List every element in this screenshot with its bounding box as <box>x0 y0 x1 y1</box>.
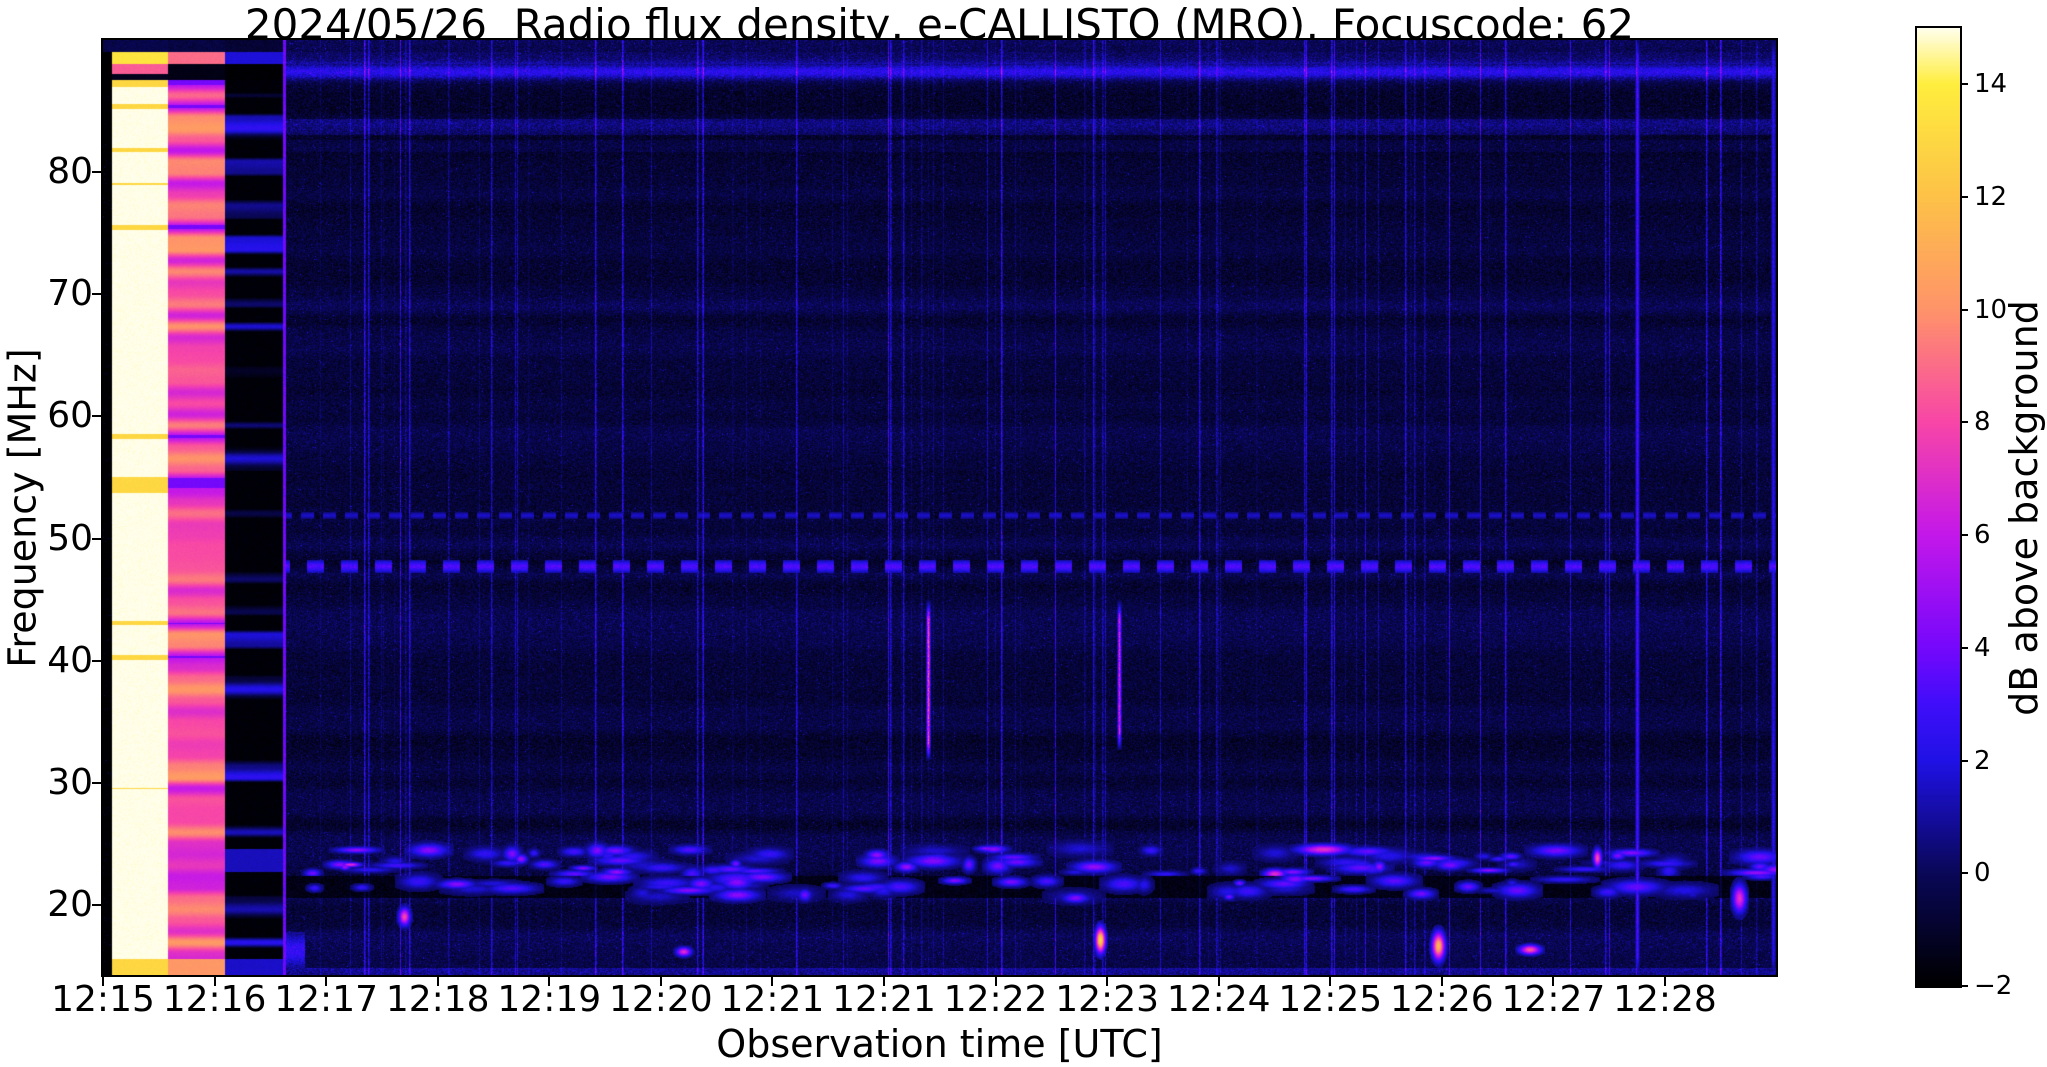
colorbar-tick-label: 12 <box>1974 182 2008 213</box>
x-tick-label: 12:27 <box>1501 979 1606 1020</box>
x-tick-mark <box>659 977 662 986</box>
colorbar-tick-mark <box>1960 872 1968 875</box>
y-tick-label: 70 <box>47 273 93 315</box>
colorbar-gradient <box>1917 28 1960 986</box>
colorbar-tick-label: −2 <box>1974 971 2013 1001</box>
x-tick-mark <box>1217 977 1220 986</box>
colorbar-tick-label: 14 <box>1974 69 2008 100</box>
colorbar-tick-label: 4 <box>1974 632 1991 663</box>
x-tick-label: 12:18 <box>385 979 490 1020</box>
x-tick-mark <box>994 977 997 986</box>
x-tick-label: 12:24 <box>1166 979 1271 1020</box>
x-tick-mark <box>1329 977 1332 986</box>
x-tick-label: 12:28 <box>1613 979 1717 1020</box>
colorbar-tick-mark <box>1960 534 1968 537</box>
x-tick-label: 12:16 <box>162 979 267 1020</box>
x-tick-mark <box>1552 977 1555 986</box>
x-tick-label: 12:23 <box>1055 979 1159 1020</box>
x-tick-mark <box>1440 977 1443 986</box>
colorbar-tick-mark <box>1960 196 1968 199</box>
y-tick-label: 60 <box>47 395 93 437</box>
colorbar-tick-label: 0 <box>1974 858 1991 889</box>
x-tick-label: 12:21 <box>832 979 936 1020</box>
x-tick-mark <box>1663 977 1666 986</box>
y-tick-label: 80 <box>47 151 93 192</box>
x-tick-label: 12:22 <box>943 979 1048 1020</box>
spectrogram-heatmap <box>103 40 1776 975</box>
x-tick-mark <box>325 977 328 986</box>
colorbar-tick-label: 6 <box>1974 520 1991 551</box>
x-tick-label: 12:21 <box>720 979 825 1020</box>
y-tick-label: 20 <box>47 884 93 926</box>
x-tick-mark <box>771 977 774 986</box>
colorbar-tick-mark <box>1960 759 1968 762</box>
x-tick-mark <box>213 977 216 986</box>
x-tick-label: 12:25 <box>1278 979 1383 1020</box>
colorbar-tick-label: 8 <box>1974 407 1991 438</box>
x-tick-label: 12:15 <box>51 979 155 1020</box>
x-tick-mark <box>882 977 885 986</box>
y-tick-mark <box>92 415 101 418</box>
spectrogram-plot-frame <box>101 38 1778 977</box>
x-tick-label: 12:26 <box>1389 979 1494 1020</box>
x-tick-mark <box>436 977 439 986</box>
x-axis-label: Observation time [UTC] <box>716 1022 1163 1066</box>
y-tick-label: 40 <box>47 639 93 681</box>
colorbar-tick-mark <box>1960 83 1968 86</box>
x-tick-label: 12:19 <box>497 979 602 1020</box>
y-tick-label: 30 <box>47 762 93 804</box>
colorbar-tick-label: 2 <box>1974 745 1991 776</box>
colorbar-tick-mark <box>1960 646 1968 649</box>
y-tick-mark <box>92 537 101 540</box>
y-tick-mark <box>92 904 101 907</box>
y-tick-mark <box>92 171 101 173</box>
colorbar-label: dB above background <box>2002 300 2046 716</box>
x-tick-label: 12:20 <box>608 979 713 1020</box>
x-tick-mark <box>1106 977 1109 986</box>
y-tick-label: 50 <box>47 517 93 559</box>
colorbar-tick-mark <box>1960 985 1968 987</box>
y-tick-mark <box>92 293 101 296</box>
colorbar <box>1915 26 1962 988</box>
colorbar-tick-mark <box>1960 421 1968 424</box>
x-tick-mark <box>102 977 104 986</box>
colorbar-tick-label: 10 <box>1974 294 2008 325</box>
x-tick-mark <box>548 977 551 986</box>
y-tick-mark <box>92 782 101 785</box>
colorbar-tick-mark <box>1960 308 1968 311</box>
x-tick-label: 12:17 <box>274 979 378 1020</box>
y-tick-mark <box>92 659 101 662</box>
